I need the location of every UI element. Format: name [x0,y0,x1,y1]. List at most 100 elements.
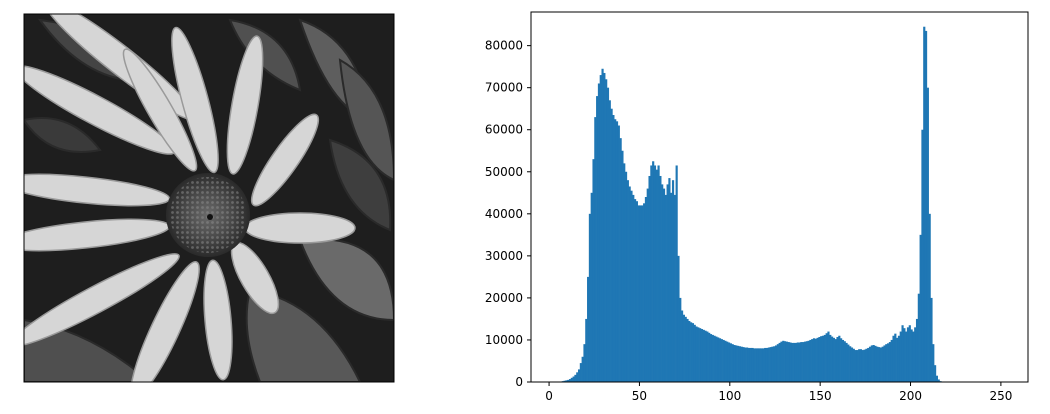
histogram-bar [634,199,637,382]
x-axis-ticks: 0 50 100 150 200 250 [545,382,1012,403]
x-tick-label: 50 [632,389,647,403]
histogram-bar [915,318,919,382]
histogram-bar [577,369,581,382]
histogram-bar [854,350,857,382]
histogram-bar [673,194,676,382]
histogram-bar [614,119,617,382]
histogram-bar [679,297,682,382]
histogram-bar [644,197,648,382]
histogram-bar [643,203,646,382]
histogram-bar [849,346,852,382]
histogram-bar [859,349,863,382]
histogram-bar [910,329,913,382]
x-tick-label: 200 [899,389,922,403]
histogram-bar [635,201,638,382]
histogram-bar [932,344,935,382]
histogram-bar [764,347,767,382]
histogram-bar [923,26,926,382]
y-tick-label: 80000 [485,39,523,53]
histogram-bar [787,342,790,382]
histogram-bar [588,213,591,382]
histogram-bar [655,169,658,382]
histogram-bar [778,342,781,382]
histogram-bar [863,349,866,383]
histogram-bar [892,335,895,382]
histogram-bar [917,293,920,382]
y-tick-label: 60000 [485,123,523,137]
histogram-bar [700,329,704,382]
histogram-bar [684,316,687,382]
y-tick-label: 0 [515,375,523,389]
histogram-bar [789,342,792,382]
histogram-bar [816,337,819,382]
histogram-bar [890,339,893,382]
histogram-bar [868,346,872,382]
histogram-bar [726,341,729,382]
histogram-bar [632,194,635,382]
histogram-bar [914,327,917,382]
histogram-bar [619,138,622,382]
histogram-bar [688,321,691,382]
histogram-bar [610,108,613,382]
histogram-bar [765,347,769,382]
histogram-bar [825,333,828,382]
histogram-bar [594,117,597,383]
histogram-bar [581,356,584,382]
histogram-bar [706,331,709,382]
histogram-bar [659,175,662,382]
histogram-bar [570,377,573,382]
histogram-bar [818,337,821,382]
histogram-bar [811,339,814,382]
histogram-bar [695,326,698,382]
histogram-bar [722,339,725,382]
histogram-bar [668,178,671,382]
histogram-bar [744,347,747,382]
histogram-bar [896,337,899,382]
histogram-bar [883,345,886,382]
histogram-bar [615,121,619,382]
histogram-bar [919,234,922,382]
histogram-bar [681,310,684,382]
histogram-bar [785,341,788,382]
histogram-bar [803,341,807,382]
flower-image-panel [23,13,395,383]
histogram-bar [845,342,848,382]
histogram-bar [807,340,810,382]
histogram-bar [756,348,760,382]
x-tick-label: 100 [718,389,741,403]
histogram-bar [666,184,669,382]
histogram-bar [628,186,631,382]
histogram-bar [717,337,720,382]
histogram-bar [924,30,928,382]
histogram-bar [711,334,714,382]
histogram-bar [617,125,620,383]
histogram-bar [677,255,680,382]
histogram-bar [870,345,873,382]
histogram-bar [769,347,772,382]
histogram-bar [751,347,754,382]
histogram-bar [742,347,745,382]
histogram-bar [776,344,779,382]
y-axis-ticks: 0 10000 20000 30000 40000 50000 60000 70000 8000… [485,39,531,389]
histogram-bar [827,331,830,382]
histogram-bar [831,336,834,382]
histogram-bar [690,322,693,382]
histogram-bar [899,331,902,382]
histogram-bar [930,297,933,382]
histogram-bar [603,72,606,382]
histogram-bar [567,379,570,382]
histogram-bar [626,180,629,382]
histogram-bar [843,341,846,382]
histogram-bar [901,325,904,382]
y-tick-label: 20000 [485,291,523,305]
histogram-bar [621,150,624,382]
histogram-bar [814,338,817,382]
histogram-bar [670,192,673,382]
histogram-bar [735,345,738,382]
histogram-bar [565,380,568,382]
image-frame [23,13,395,383]
histogram-bar [697,327,700,382]
histogram-bar [653,165,657,382]
histogram-bar [639,205,642,382]
histogram-bar [773,346,776,382]
